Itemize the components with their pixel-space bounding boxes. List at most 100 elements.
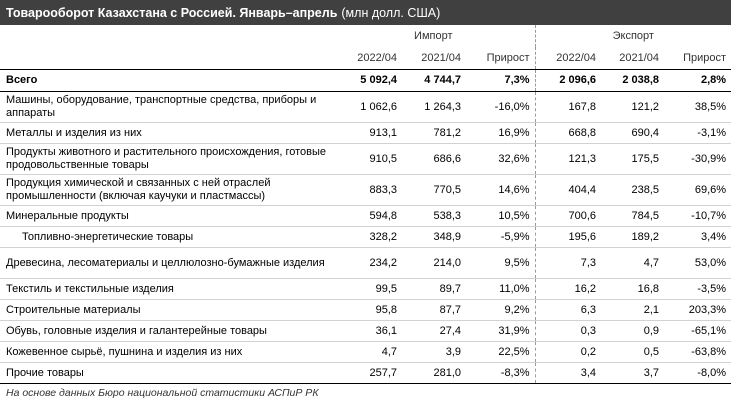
column-header-row: 2022/04 2021/04 Прирост 2022/04 2021/04 … [0,47,731,70]
cell-import-growth: -8,3% [466,362,536,384]
cell-import-2021: 538,3 [402,205,466,227]
table-row: Прочие товары 257,7 281,0 -8,3% 3,4 3,7 -8,0% [0,362,731,384]
cell-import-2022: 910,5 [332,143,402,175]
cell-export-2022: 668,8 [535,122,602,144]
cell-import-2022: 99,5 [332,278,402,300]
cell-export-growth: 53,0% [664,247,731,279]
cell-import-growth: 16,9% [466,122,536,144]
cell-import-growth: 9,5% [466,247,536,279]
col-export-2022: 2022/04 [535,47,602,70]
cell-export-2022: 167,8 [535,91,602,123]
cell-import-2022: 328,2 [332,226,402,248]
total-import-2022: 5 092,4 [332,69,402,92]
cell-export-2021: 121,2 [601,91,665,123]
cell-export-2022: 195,6 [535,226,602,248]
row-label: Продукты животного и растительного проис… [0,143,332,175]
cell-import-2021: 89,7 [402,278,466,300]
cell-import-2021: 686,6 [402,143,466,175]
cell-import-2021: 348,9 [402,226,466,248]
cell-export-growth: 3,4% [664,226,731,248]
table-row: Обувь, головные изделия и галантерейные … [0,320,731,342]
cell-export-growth: -63,8% [664,341,731,363]
table-row: Продукция химической и связанных с ней о… [0,174,731,206]
export-group-header: Экспорт [612,29,654,42]
row-label: Минеральные продукты [0,205,332,227]
cell-export-growth: -3,5% [664,278,731,300]
cell-export-2021: 189,2 [601,226,665,248]
cell-import-2021: 281,0 [402,362,466,384]
table-row: Строительные материалы 95,8 87,7 9,2% 6,3 2,1… [0,299,731,321]
total-row: Всего 5 092,4 4 744,7 7,3% 2 096,6 2 038… [0,69,731,92]
cell-export-2021: 238,5 [601,174,665,206]
cell-export-2022: 0,3 [535,320,602,342]
total-import-2021: 4 744,7 [402,69,466,92]
row-label: Строительные материалы [0,299,332,321]
row-label: Топливно-энергетические товары [0,226,332,248]
row-label: Обувь, головные изделия и галантерейные … [0,320,332,342]
cell-import-2021: 3,9 [402,341,466,363]
cell-export-2022: 6,3 [535,299,602,321]
cell-export-growth: 38,5% [664,91,731,123]
cell-export-2022: 3,4 [535,362,602,384]
cell-export-growth: -30,9% [664,143,731,175]
group-header-row: Импорт Экспорт [0,25,731,47]
cell-import-growth: -16,0% [466,91,536,123]
table-row: Кожевенное сырьё, пушнина и изделия из н… [0,341,731,363]
row-label: Древесина, лесоматериалы и целлюлозно-бу… [0,247,332,279]
total-export-2022: 2 096,6 [535,69,602,92]
table-title-main: Товарооборот Казахстана с Россией. Январ… [6,5,338,20]
cell-import-2022: 95,8 [332,299,402,321]
table-row: Текстиль и текстильные изделия 99,5 89,7 11… [0,278,731,300]
table-row: Продукты животного и растительного проис… [0,143,731,175]
source-footnote: На основе данных Бюро национальной стати… [6,387,319,399]
cell-import-2021: 27,4 [402,320,466,342]
cell-import-growth: 11,0% [466,278,536,300]
table-row: Машины, оборудование, транспортные средс… [0,91,731,123]
table-title: Товарооборот Казахстана с Россией. Январ… [0,0,731,25]
cell-export-2021: 690,4 [601,122,665,144]
table-title-units: (млн долл. США) [341,5,441,20]
trade-table: Импорт Экспорт 2022/04 2021/04 Прирост 2… [0,25,731,384]
row-label: Продукция химической и связанных с ней о… [0,174,332,206]
cell-export-2022: 700,6 [535,205,602,227]
cell-import-growth: 14,6% [466,174,536,206]
table-row: Топливно-энергетические товары 328,2 348,9… [0,226,731,248]
row-label: Прочие товары [0,362,332,384]
cell-import-growth: 22,5% [466,341,536,363]
col-export-2021: 2021/04 [601,47,665,70]
cell-import-2021: 770,5 [402,174,466,206]
table-row: Древесина, лесоматериалы и целлюлозно-бу… [0,247,731,279]
table-row: Минеральные продукты 594,8 538,3 10,5% 700,6… [0,205,731,227]
cell-import-growth: 32,6% [466,143,536,175]
cell-import-2022: 257,7 [332,362,402,384]
cell-export-2022: 404,4 [535,174,602,206]
row-label: Текстиль и текстильные изделия [0,278,332,300]
col-import-2022: 2022/04 [332,47,402,70]
cell-export-2022: 0,2 [535,341,602,363]
import-group-header: Импорт [332,25,536,47]
cell-import-2021: 781,2 [402,122,466,144]
cell-export-2022: 121,3 [535,143,602,175]
cell-export-2022: 7,3 [535,247,602,279]
total-export-growth: 2,8% [664,69,731,92]
cell-import-2022: 234,2 [332,247,402,279]
row-label: Металлы и изделия из них [0,122,332,144]
cell-export-growth: -65,1% [664,320,731,342]
total-export-2021: 2 038,8 [601,69,665,92]
cell-import-2022: 36,1 [332,320,402,342]
cell-export-growth: -8,0% [664,362,731,384]
cell-import-2022: 883,3 [332,174,402,206]
cell-export-2021: 0,5 [601,341,665,363]
cell-import-2022: 1 062,6 [332,91,402,123]
cell-import-growth: 10,5% [466,205,536,227]
cell-export-growth: 203,3% [664,299,731,321]
cell-export-2021: 2,1 [601,299,665,321]
col-import-2021: 2021/04 [402,47,466,70]
cell-import-growth: 31,9% [466,320,536,342]
cell-export-growth: 69,6% [664,174,731,206]
cell-import-growth: 9,2% [466,299,536,321]
cell-export-2021: 4,7 [601,247,665,279]
cell-export-growth: -3,1% [664,122,731,144]
table-row: Металлы и изделия из них 913,1 781,2 16,9% 6… [0,122,731,144]
